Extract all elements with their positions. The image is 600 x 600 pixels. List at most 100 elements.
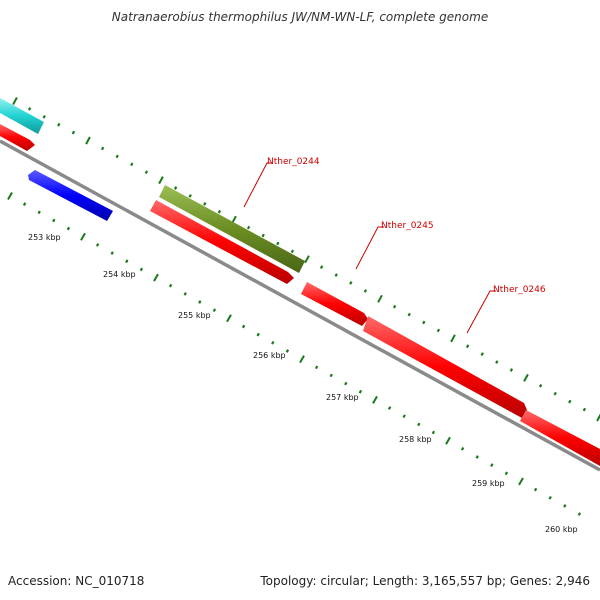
map-title: Natranaerobius thermophilus JW/NM-WN-LF,… [111,10,489,24]
inner-minor-tick [198,300,202,304]
inner-minor-tick [212,308,217,313]
scale-label-260: 260 kbp [545,525,578,534]
tick-row-inner [7,192,582,516]
inner-minor-tick [52,218,56,223]
outer-major-tick [158,176,164,185]
label-line-nther-0245 [355,226,384,270]
inner-minor-tick [66,226,71,231]
outer-minor-tick [173,186,178,190]
outer-minor-tick [100,146,105,151]
inner-major-tick [153,273,159,282]
gene-label-nther-0246[interactable]: Nther_0246 [493,285,546,295]
outer-minor-tick [42,114,46,119]
outer-minor-tick [57,122,61,127]
gene-reverse-blue[interactable] [28,170,113,221]
outer-minor-tick [130,162,134,167]
inner-minor-tick [344,381,348,386]
inner-minor-tick [563,504,567,508]
inner-minor-tick [490,463,494,468]
genome-backbone [0,139,600,472]
gene-forward-right[interactable] [520,410,600,466]
outer-minor-tick [27,107,32,111]
scale-label-258: 258 kbp [399,435,432,444]
topology-summary: Topology: circular; Length: 3,165,557 bp… [260,574,590,588]
inner-minor-tick [402,414,406,419]
outer-major-tick [523,373,529,382]
outer-minor-tick [203,201,207,206]
outer-minor-tick [480,352,484,357]
outer-major-tick [596,413,600,422]
outer-major-tick [85,136,91,145]
outer-minor-tick [553,391,557,396]
inner-minor-tick [314,365,319,370]
gene-nther-0244[interactable] [159,185,305,273]
outer-minor-tick [246,225,251,230]
outer-minor-tick [422,320,426,325]
inner-major-tick [7,192,13,200]
tick-row-outer [12,97,600,422]
label-line-nther-0244 [243,162,273,208]
feature-cyan[interactable] [0,98,44,134]
gene-forward-edge[interactable] [0,124,35,151]
inner-major-tick [518,477,524,486]
outer-minor-tick [495,360,499,364]
outer-minor-tick [217,209,222,214]
scale-label-259: 259 kbp [472,479,505,488]
inner-minor-tick [417,422,421,427]
inner-minor-tick [387,406,392,410]
outer-minor-tick [392,304,397,309]
scale-label-257: 257 kbp [326,393,359,402]
outer-minor-tick [71,130,76,135]
outer-minor-tick [363,289,368,293]
outer-minor-tick [407,312,411,317]
inner-minor-tick [125,259,129,264]
inner-minor-tick [329,373,333,378]
inner-minor-tick [168,283,173,288]
inner-minor-tick [256,332,260,337]
outer-minor-tick [465,344,470,349]
outer-major-tick [304,255,310,264]
gene-label-nther-0244[interactable]: Nther_0244 [267,157,320,167]
gene-forward-1[interactable] [150,200,294,284]
inner-minor-tick [271,340,275,345]
inner-minor-tick [460,446,465,451]
outer-minor-tick [188,194,192,198]
inner-minor-tick [548,495,552,500]
inner-minor-tick [37,210,41,215]
outer-major-tick [450,334,456,343]
inner-major-tick [372,395,378,404]
gene-label-nther-0245[interactable]: Nther_0245 [381,221,434,231]
inner-major-tick [445,436,451,445]
outer-minor-tick [261,233,265,238]
label-line-nther-0246 [466,290,496,334]
inner-minor-tick [358,389,363,394]
gene-nther-0246[interactable] [363,316,527,418]
scale-label-253: 253 kbp [28,233,61,242]
outer-minor-tick [349,281,353,285]
outer-minor-tick [334,273,338,277]
inner-major-tick [226,314,232,323]
inner-minor-tick [504,471,509,476]
inner-minor-tick [22,202,27,207]
outer-minor-tick [538,383,543,388]
inner-minor-tick [241,324,246,329]
inner-minor-tick [475,455,479,459]
outer-minor-tick [144,170,149,175]
outer-minor-tick [568,399,572,404]
outer-minor-tick [582,407,587,412]
outer-minor-tick [319,265,324,270]
scale-label-256: 256 kbp [253,351,286,360]
outer-minor-tick [509,368,514,372]
inner-minor-tick [183,292,187,296]
accession-text: Accession: NC_010718 [8,574,145,588]
inner-major-tick [299,355,305,364]
scale-label-254: 254 kbp [103,270,136,279]
outer-major-tick [12,97,18,105]
outer-minor-tick [115,154,119,159]
outer-minor-tick [290,249,295,254]
inner-minor-tick [110,251,114,255]
inner-minor-tick [285,349,290,353]
inner-minor-tick [577,512,582,516]
gene-nther-0245[interactable] [301,282,368,326]
